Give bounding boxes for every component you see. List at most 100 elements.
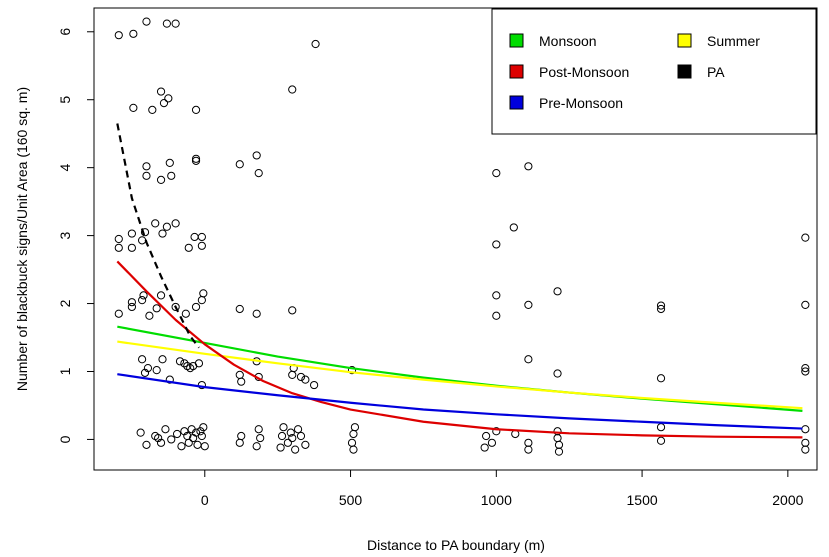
x-tick-label: 500 — [339, 492, 363, 508]
data-point — [184, 243, 193, 252]
data-point — [142, 171, 151, 180]
series-line-pre-monsoon — [117, 373, 803, 430]
data-point — [156, 291, 166, 300]
data-point — [167, 171, 176, 180]
y-tick-label: 1 — [57, 367, 73, 375]
data-point — [127, 298, 136, 307]
data-point — [197, 431, 206, 441]
data-point — [158, 229, 167, 238]
data-point — [127, 302, 136, 312]
data-point — [181, 309, 190, 318]
data-point — [801, 445, 810, 454]
data-point — [194, 359, 204, 368]
data-point — [156, 175, 166, 184]
data-point — [114, 243, 123, 252]
data-point — [288, 433, 297, 443]
data-point — [276, 443, 285, 452]
data-point — [156, 87, 166, 96]
legend-swatch — [509, 33, 524, 48]
data-point — [136, 428, 145, 437]
data-point — [524, 162, 533, 171]
data-point — [191, 105, 201, 115]
data-point — [492, 311, 501, 320]
y-tick-label: 2 — [57, 299, 73, 307]
legend-swatch — [677, 33, 692, 48]
x-axis-label: Distance to PA boundary (m) — [367, 537, 545, 553]
data-point — [156, 438, 166, 447]
data-point — [197, 241, 206, 250]
data-point — [196, 427, 205, 436]
legend-label: Pre-Monsoon — [539, 95, 623, 111]
data-point — [145, 311, 154, 320]
data-point — [656, 374, 666, 383]
data-point — [656, 301, 666, 310]
data-point — [480, 443, 489, 452]
x-tick-label: 2000 — [772, 492, 803, 508]
data-point — [492, 168, 501, 178]
data-point — [199, 289, 208, 298]
data-point — [492, 240, 501, 249]
data-point — [162, 19, 171, 28]
data-point — [288, 306, 297, 315]
legend-label: PA — [707, 64, 725, 80]
data-point — [656, 304, 666, 314]
data-point — [293, 425, 303, 434]
data-point — [167, 435, 176, 444]
data-point — [801, 367, 810, 376]
data-point — [235, 160, 244, 169]
data-point — [347, 366, 357, 375]
data-point — [311, 39, 320, 49]
data-point — [142, 17, 151, 26]
legend: Monsoon Summer Post-Monsoon PA Pre-Monsoon — [491, 8, 817, 135]
fitted-curves — [116, 123, 803, 439]
data-point — [139, 291, 148, 300]
data-point — [235, 304, 244, 314]
data-point — [143, 363, 153, 373]
data-point — [553, 287, 562, 296]
y-axis: 0 1 2 3 4 5 6 — [57, 28, 94, 443]
data-point — [138, 355, 147, 364]
data-point — [171, 19, 180, 28]
data-point — [524, 355, 533, 364]
x-tick-label: 0 — [201, 492, 209, 508]
data-point — [165, 375, 174, 384]
data-point — [254, 168, 263, 178]
data-point — [283, 438, 292, 447]
data-point — [191, 154, 201, 163]
x-axis: 0 500 1000 1500 2000 — [201, 470, 804, 508]
data-point — [158, 355, 167, 364]
data-point — [180, 359, 189, 368]
legend-swatch — [509, 95, 524, 110]
data-point — [114, 234, 123, 244]
data-point — [509, 223, 518, 232]
legend-box — [491, 8, 817, 135]
data-point — [301, 375, 310, 384]
data-point — [140, 228, 150, 237]
data-point — [171, 302, 180, 312]
data-point — [180, 427, 189, 436]
data-point — [140, 368, 150, 377]
data-point — [492, 291, 501, 300]
data-point — [279, 423, 288, 432]
data-point — [237, 377, 246, 386]
x-tick-label: 1500 — [627, 492, 658, 508]
data-point — [288, 85, 297, 94]
data-point — [142, 162, 151, 171]
data-point — [656, 436, 666, 445]
data-point — [177, 442, 186, 451]
data-point — [127, 229, 136, 238]
data-point — [191, 302, 201, 312]
data-point — [154, 433, 163, 443]
data-point — [129, 29, 138, 38]
data-point — [252, 309, 261, 318]
scatter-points — [114, 17, 810, 456]
data-point — [200, 442, 209, 451]
data-point — [310, 380, 319, 390]
y-tick-label: 4 — [57, 164, 73, 172]
data-point — [191, 156, 201, 165]
data-point — [175, 357, 185, 366]
data-point — [172, 429, 182, 439]
series-line-pa — [116, 123, 200, 349]
data-point — [171, 219, 180, 228]
data-point — [492, 427, 501, 436]
